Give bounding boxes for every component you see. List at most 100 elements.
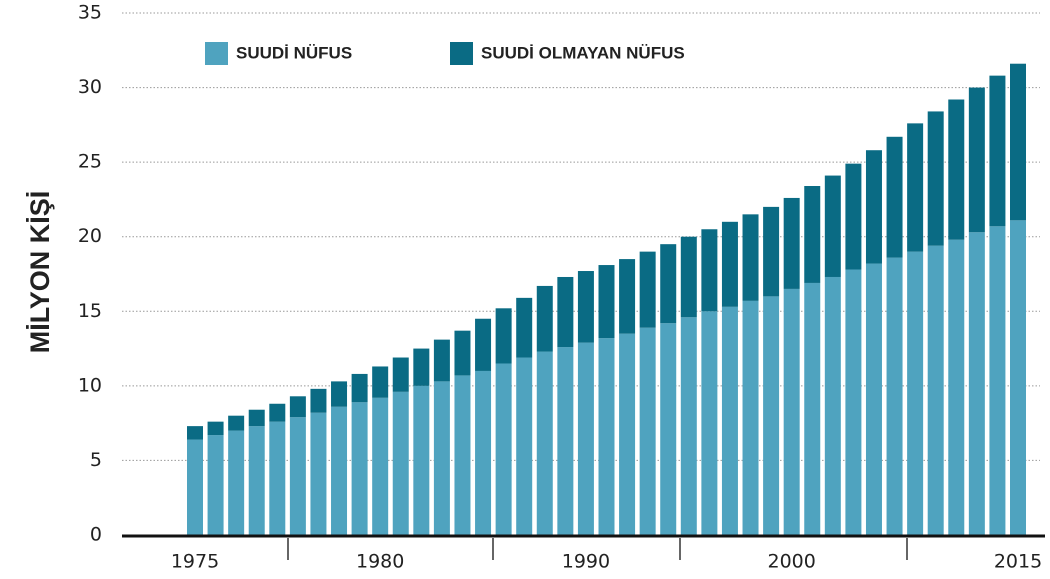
y-tick-label: 5 (90, 449, 102, 471)
bar-segment (763, 206, 780, 297)
legend-label: SUUDİ OLMAYAN NÜFUS (481, 43, 685, 62)
y-tick-label: 25 (78, 151, 102, 173)
bar-segment (865, 263, 882, 535)
bar-segment (516, 357, 533, 535)
x-tick-label: 1980 (356, 551, 404, 573)
bar-segment (701, 311, 718, 535)
bar-segment (598, 338, 615, 535)
bar-segment (372, 366, 389, 398)
bar-segment (372, 397, 389, 535)
legend-swatch (450, 42, 473, 65)
bar-segment (1010, 220, 1026, 535)
bar-segment (433, 339, 450, 382)
bar-segment (413, 348, 430, 386)
bar-segment (557, 347, 574, 535)
bar-segment (639, 327, 656, 535)
bar-segment (248, 426, 265, 535)
bar-segment (248, 409, 265, 427)
bar-segment (392, 357, 409, 392)
bar-segment (516, 297, 533, 358)
bar-segment (721, 221, 738, 307)
bar-segment (721, 306, 738, 535)
bar-segment (598, 265, 615, 339)
bar-segment (865, 150, 882, 264)
bar-segment (331, 381, 348, 407)
bar-segment (207, 435, 224, 535)
bar-segment (968, 87, 985, 233)
bar-segment (495, 363, 512, 535)
bar-segment (619, 333, 636, 535)
bar-segment (845, 269, 862, 535)
x-tick-label: 2015 (994, 551, 1042, 573)
y-tick-label: 35 (78, 2, 102, 24)
bar-segment (289, 396, 306, 418)
legend-label: SUUDİ NÜFUS (236, 43, 352, 62)
bar-segment (845, 163, 862, 270)
bar-segment (701, 229, 718, 312)
bar-segment (269, 421, 286, 535)
x-tick-label: 1975 (171, 551, 219, 573)
bar-segment (536, 285, 553, 352)
bar-segment (207, 421, 224, 436)
bar-segment (536, 351, 553, 535)
bar-segment (783, 197, 800, 289)
bar-segment (804, 282, 821, 535)
y-tick-label: 0 (90, 524, 102, 546)
bar-segment (742, 300, 759, 535)
y-tick-label: 15 (78, 300, 102, 322)
bar-segment (475, 370, 492, 535)
bar-segment (475, 318, 492, 371)
bar-segment (680, 317, 697, 535)
bar-segment (351, 373, 368, 403)
bar-segment (680, 236, 697, 318)
bar-segment (392, 391, 409, 535)
y-tick-label: 20 (78, 225, 102, 247)
bar-segment (927, 111, 944, 246)
bar-segment (948, 99, 965, 240)
x-tick-label: 1990 (562, 551, 610, 573)
bar-segment (783, 288, 800, 535)
bar-segment (454, 375, 471, 535)
x-tick-label: 2000 (767, 551, 815, 573)
bar-segment (228, 430, 245, 535)
bar-segment (907, 123, 924, 252)
bar-segment (433, 381, 450, 535)
bar-segment (310, 412, 327, 535)
bar-segment (804, 186, 821, 283)
bar-segment (1010, 63, 1026, 221)
y-axis-label: MİLYON KİŞİ (25, 191, 55, 354)
bar-segment (968, 232, 985, 536)
bar-segment (269, 403, 286, 422)
bar-segment (577, 271, 594, 343)
bar-segment (187, 426, 203, 440)
bar-segment (557, 276, 574, 348)
y-tick-label: 10 (78, 374, 102, 396)
bar-segment (619, 259, 636, 334)
bar-segment (989, 226, 1006, 535)
bar-segment (310, 388, 327, 413)
bar-segment (886, 136, 903, 258)
legend-swatch (205, 42, 228, 65)
bar-segment (228, 415, 245, 431)
bar-segment (824, 276, 841, 535)
bar-segment (289, 417, 306, 535)
bar-segment (639, 251, 656, 328)
bar-segment (742, 214, 759, 301)
bar-segment (907, 251, 924, 535)
bar-segment (660, 244, 677, 324)
bar-segment (989, 75, 1006, 227)
bar-segment (824, 175, 841, 277)
bar-segment (351, 402, 368, 535)
bar-segment (763, 296, 780, 535)
bar-segment (495, 308, 512, 364)
bar-segment (927, 245, 944, 536)
y-tick-label: 30 (78, 76, 102, 98)
bar-segment (886, 257, 903, 535)
bar-segment (948, 239, 965, 535)
bar-segment (187, 439, 203, 535)
bar-segment (454, 330, 471, 376)
bar-segment (660, 323, 677, 535)
bar-segment (413, 385, 430, 535)
bar-segment (577, 342, 594, 535)
